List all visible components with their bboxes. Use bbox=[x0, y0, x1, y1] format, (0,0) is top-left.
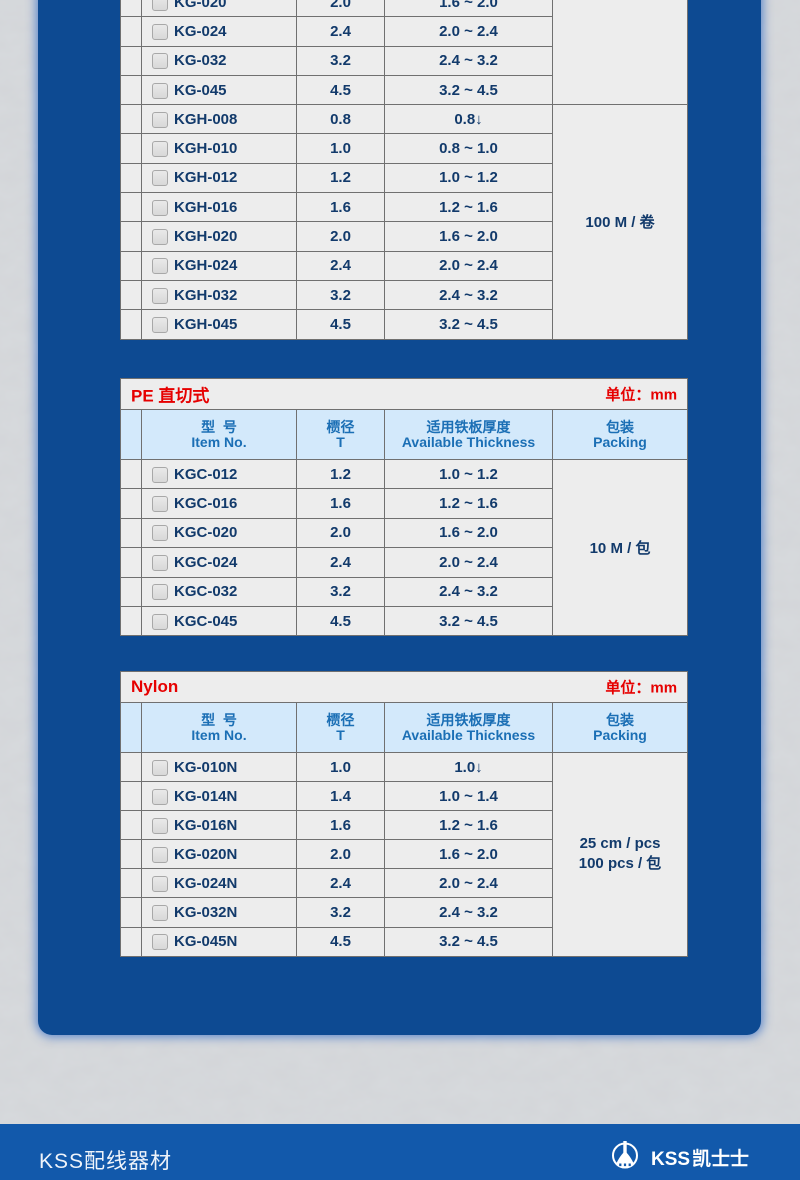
svg-text:KSS: KSS bbox=[651, 1149, 690, 1170]
svg-text:凯士士: 凯士士 bbox=[692, 1148, 749, 1170]
